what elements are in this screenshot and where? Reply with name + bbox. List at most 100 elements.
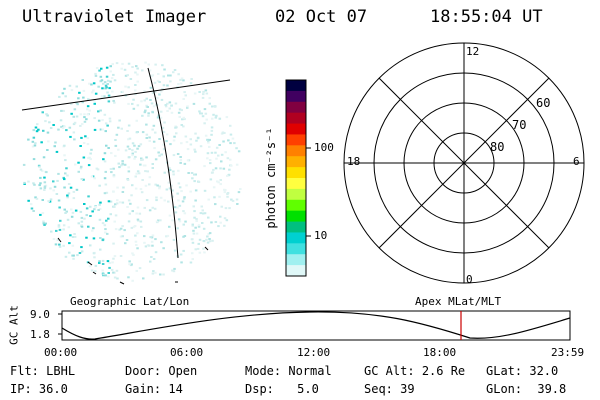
emission-pixel [108, 120, 112, 123]
emission-pixel [145, 104, 148, 107]
emission-pixel [211, 117, 214, 120]
emission-pixel [54, 141, 57, 144]
emission-pixel [191, 258, 194, 261]
emission-pixel [127, 138, 130, 141]
emission-pixel [34, 196, 37, 199]
lat-label-80: 80 [490, 140, 505, 154]
emission-pixel [104, 274, 107, 277]
emission-pixel [106, 91, 109, 94]
emission-pixel [79, 124, 82, 127]
emission-pixel [126, 130, 129, 132]
emission-pixel [91, 210, 94, 213]
emission-pixel [183, 162, 187, 165]
emission-pixel [105, 75, 109, 78]
emission-pixel [200, 112, 203, 115]
emission-pixel [55, 229, 58, 232]
emission-pixel [173, 206, 177, 209]
emission-pixel [145, 137, 148, 139]
emission-pixel [228, 168, 231, 171]
colorbar-label-100: 100 [314, 141, 334, 154]
emission-pixel [164, 104, 167, 106]
emission-pixel [157, 219, 160, 222]
emission-pixel [116, 186, 119, 189]
emission-pixel [82, 96, 85, 99]
emission-pixel [136, 206, 140, 209]
emission-pixel [214, 221, 218, 223]
emission-pixel [67, 226, 71, 229]
emission-pixel [186, 148, 190, 151]
emission-pixel [134, 187, 138, 190]
emission-pixel [194, 226, 197, 229]
emission-pixel [99, 237, 102, 239]
emission-pixel [67, 183, 71, 185]
emission-pixel [210, 171, 214, 174]
emission-pixel [43, 176, 46, 179]
emission-pixel [146, 170, 149, 173]
emission-pixel [58, 206, 61, 209]
emission-pixel [74, 209, 78, 212]
emission-pixel [148, 209, 152, 212]
emission-pixel [97, 110, 100, 113]
emission-pixel [75, 115, 79, 118]
emission-pixel [136, 232, 139, 235]
emission-pixel [153, 91, 157, 94]
emission-pixel [106, 124, 109, 127]
emission-pixel [76, 254, 79, 257]
emission-pixel [39, 182, 42, 185]
emission-pixel [152, 140, 156, 143]
time-label: 18:55:04 UT [430, 7, 543, 27]
emission-pixel [219, 179, 222, 181]
emission-pixel [182, 223, 185, 226]
emission-pixel [89, 215, 92, 217]
emission-pixel [71, 244, 75, 247]
emission-pixel [86, 108, 89, 111]
emission-pixel [80, 165, 83, 168]
emission-pixel [103, 224, 107, 227]
emission-pixel [42, 222, 45, 225]
emission-pixel [112, 271, 115, 274]
emission-pixel [161, 126, 165, 129]
emission-pixel [220, 153, 224, 156]
emission-pixel [180, 261, 183, 264]
emission-pixel [237, 150, 241, 153]
emission-pixel [225, 116, 229, 119]
emission-pixel [64, 255, 68, 258]
emission-pixel [177, 83, 180, 85]
emission-pixel [63, 125, 66, 128]
emission-pixel [111, 90, 114, 93]
emission-pixel [163, 121, 166, 124]
emission-pixel [39, 187, 43, 190]
emission-pixel [128, 137, 132, 140]
emission-pixel [163, 68, 166, 71]
emission-pixel [164, 105, 168, 108]
emission-pixel [110, 268, 114, 271]
emission-pixel [218, 144, 221, 146]
emission-pixel [151, 206, 154, 209]
emission-pixel [110, 77, 114, 80]
emission-pixel [158, 81, 161, 83]
emission-pixel [159, 196, 163, 199]
emission-pixel [117, 148, 120, 151]
emission-pixel [65, 210, 68, 213]
emission-pixel [87, 225, 90, 228]
emission-pixel [50, 230, 53, 233]
emission-pixel [40, 141, 43, 144]
emission-pixel [104, 130, 107, 133]
emission-pixel [110, 152, 113, 155]
emission-pixel [98, 218, 102, 221]
alt-xtick-1800: 18:00 [423, 346, 457, 359]
emission-pixel [126, 145, 130, 148]
emission-pixel [100, 79, 104, 82]
emission-pixel [44, 120, 47, 123]
emission-pixel [86, 113, 89, 116]
emission-pixel [168, 167, 171, 170]
emission-pixel [63, 144, 66, 147]
colorbar-strip [286, 156, 306, 168]
emission-pixel [130, 194, 133, 197]
emission-pixel [186, 106, 189, 109]
emission-pixel [32, 136, 36, 139]
emission-pixel [119, 227, 123, 230]
emission-pixel [119, 235, 123, 238]
colorbar-strip [286, 80, 306, 92]
emission-pixel [219, 167, 222, 170]
